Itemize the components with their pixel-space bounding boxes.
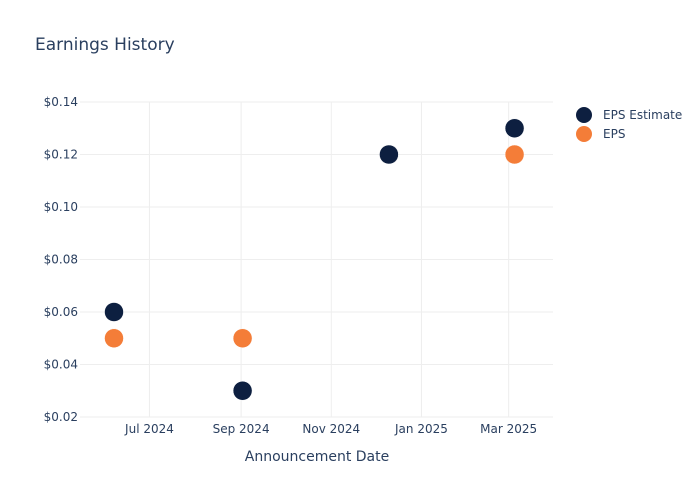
x-axis-title: Announcement Date xyxy=(245,449,389,465)
y-tick-label: $0.06 xyxy=(44,305,78,319)
y-tick-label: $0.02 xyxy=(44,410,78,424)
legend-label: EPS Estimate xyxy=(603,108,682,122)
eps-point[interactable] xyxy=(504,144,525,165)
grid xyxy=(80,101,553,418)
legend: EPS Estimate EPS xyxy=(576,107,682,142)
legend-marker xyxy=(576,126,592,142)
data-points xyxy=(104,118,525,401)
y-tick-label: $0.14 xyxy=(44,95,78,109)
eps-estimate-point[interactable] xyxy=(379,144,399,165)
x-tick-label: Nov 2024 xyxy=(302,422,360,436)
eps-point[interactable] xyxy=(104,328,124,348)
x-tick-label: Jul 2024 xyxy=(124,422,174,436)
x-axis-ticks: Jul 2024 Sep 2024 Nov 2024 Jan 2025 Mar 2025 xyxy=(124,422,537,436)
chart-title: Earnings History xyxy=(35,35,175,55)
eps-estimate-point[interactable] xyxy=(104,302,124,322)
legend-label: EPS xyxy=(603,127,625,141)
y-tick-label: $0.04 xyxy=(44,358,78,372)
eps-point[interactable] xyxy=(232,328,253,348)
y-tick-label: $0.08 xyxy=(44,253,78,267)
y-tick-label: $0.12 xyxy=(44,148,78,162)
y-axis-ticks: $0.02 $0.04 $0.06 $0.08 $0.10 $0.12 $0.14 xyxy=(44,95,78,424)
x-tick-label: Jan 2025 xyxy=(394,422,448,436)
y-tick-label: $0.10 xyxy=(44,200,78,214)
x-tick-label: Mar 2025 xyxy=(480,422,537,436)
eps-estimate-point[interactable] xyxy=(232,381,253,401)
legend-marker xyxy=(576,107,592,123)
x-tick-label: Sep 2024 xyxy=(213,422,270,436)
eps-estimate-point[interactable] xyxy=(504,118,525,138)
